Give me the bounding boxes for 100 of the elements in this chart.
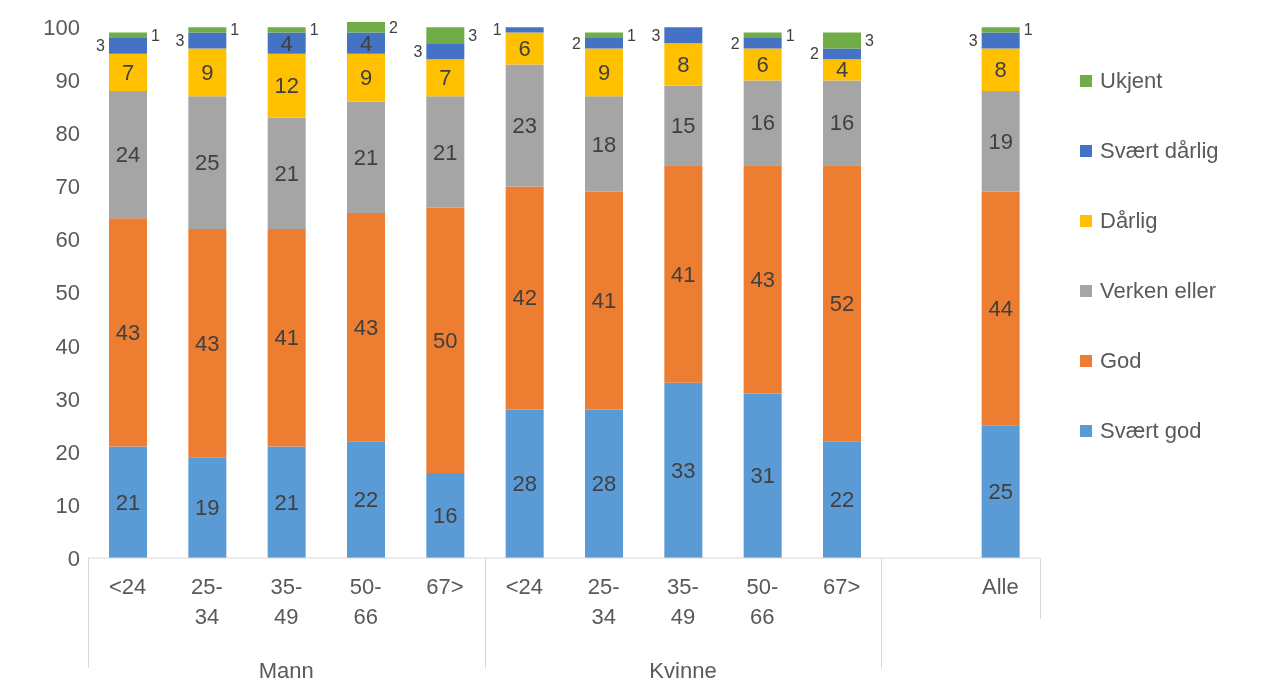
data-label: 41 bbox=[274, 325, 299, 351]
data-label: 3 bbox=[413, 42, 423, 60]
bar bbox=[505, 64, 544, 187]
bar bbox=[664, 27, 703, 44]
bar bbox=[585, 32, 623, 38]
data-label: 21 bbox=[353, 144, 379, 170]
bar bbox=[743, 32, 782, 38]
bar bbox=[109, 53, 147, 91]
bar bbox=[981, 32, 1020, 49]
bar bbox=[267, 117, 306, 229]
data-label: 25 bbox=[988, 479, 1013, 505]
x-tick-label: 25-34 bbox=[587, 574, 620, 629]
data-label: 2 bbox=[730, 34, 740, 52]
legend-label: Svært dårlig bbox=[1100, 138, 1219, 164]
bar bbox=[505, 27, 544, 33]
bar bbox=[664, 43, 703, 86]
bar bbox=[267, 53, 306, 118]
bar bbox=[743, 165, 782, 394]
data-label: 3 bbox=[968, 32, 978, 50]
data-label: 43 bbox=[750, 266, 775, 292]
data-label: 3 bbox=[96, 37, 106, 55]
bar bbox=[426, 27, 465, 44]
bar bbox=[664, 165, 703, 383]
bar bbox=[981, 191, 1020, 426]
bar bbox=[267, 27, 306, 33]
data-label: 7 bbox=[439, 65, 452, 91]
data-label: 3 bbox=[468, 26, 478, 44]
data-label: 42 bbox=[512, 285, 537, 311]
data-label: 8 bbox=[677, 51, 690, 77]
data-label: 28 bbox=[512, 471, 537, 497]
data-label: 23 bbox=[512, 112, 537, 138]
text: Kvinne bbox=[648, 658, 718, 679]
data-label: 3 bbox=[651, 26, 661, 44]
data-label: 52 bbox=[829, 290, 855, 316]
data-label: 33 bbox=[671, 457, 696, 483]
data-label: 4 bbox=[359, 30, 373, 56]
data-label: 21 bbox=[274, 489, 299, 515]
text: Mann bbox=[257, 658, 315, 679]
bar bbox=[585, 409, 623, 558]
bar bbox=[823, 48, 861, 60]
bar bbox=[664, 85, 703, 166]
y-tick-label: 10 bbox=[55, 492, 80, 518]
bar bbox=[188, 228, 227, 458]
data-label: 43 bbox=[195, 330, 220, 356]
bar bbox=[426, 207, 465, 474]
x-tick-label: 67> bbox=[426, 574, 464, 599]
data-label: 4 bbox=[280, 30, 293, 56]
bar bbox=[109, 446, 147, 558]
bar bbox=[109, 218, 147, 447]
y-tick-label: 30 bbox=[55, 386, 80, 412]
bar bbox=[109, 32, 147, 38]
bar bbox=[981, 27, 1020, 33]
y-tick-label: 70 bbox=[55, 174, 80, 200]
data-label: 1 bbox=[151, 26, 160, 44]
legend-label: Dårlig bbox=[1100, 208, 1158, 234]
x-tick-label: <24 bbox=[505, 574, 543, 599]
y-tick-label: 80 bbox=[55, 121, 80, 147]
x-tick-label: 25-34 bbox=[191, 574, 223, 629]
legend-label: God bbox=[1100, 348, 1142, 374]
bar bbox=[426, 96, 465, 208]
data-label: 16 bbox=[829, 110, 855, 136]
data-label: 7 bbox=[121, 59, 135, 85]
data-label: 3 bbox=[865, 32, 874, 50]
data-label: 9 bbox=[201, 59, 214, 85]
bar bbox=[347, 53, 385, 102]
data-label: 1 bbox=[627, 26, 636, 44]
bar bbox=[505, 186, 544, 410]
data-label: 1 bbox=[230, 21, 240, 39]
data-label: 12 bbox=[274, 73, 299, 99]
bar bbox=[505, 409, 544, 558]
data-label: 41 bbox=[591, 288, 617, 314]
bar bbox=[109, 90, 147, 219]
bar bbox=[426, 43, 465, 60]
bar bbox=[743, 80, 782, 166]
data-label: 22 bbox=[829, 487, 855, 513]
data-label: 15 bbox=[671, 112, 696, 138]
bar bbox=[585, 37, 623, 49]
data-label: 41 bbox=[671, 261, 696, 287]
data-label: 1 bbox=[309, 21, 319, 39]
bar bbox=[981, 48, 1020, 91]
legend-label: Svært god bbox=[1100, 418, 1202, 444]
data-label: 16 bbox=[433, 503, 458, 529]
data-label: 19 bbox=[195, 495, 220, 521]
data-label: 22 bbox=[353, 487, 379, 513]
data-label: 24 bbox=[115, 142, 141, 168]
bar bbox=[585, 96, 623, 192]
bar bbox=[109, 37, 147, 54]
data-label: 9 bbox=[597, 59, 611, 85]
data-label: 3 bbox=[175, 32, 185, 50]
data-label: 44 bbox=[988, 296, 1013, 322]
bar bbox=[347, 22, 385, 33]
data-label: 31 bbox=[750, 463, 775, 489]
bar bbox=[188, 27, 227, 33]
bar bbox=[347, 441, 385, 558]
bar bbox=[347, 213, 385, 442]
bar bbox=[823, 32, 861, 49]
y-tick-label: 90 bbox=[55, 68, 80, 94]
data-label: 43 bbox=[353, 314, 379, 340]
data-label: 2 bbox=[389, 18, 398, 36]
data-label: 2 bbox=[810, 45, 820, 63]
